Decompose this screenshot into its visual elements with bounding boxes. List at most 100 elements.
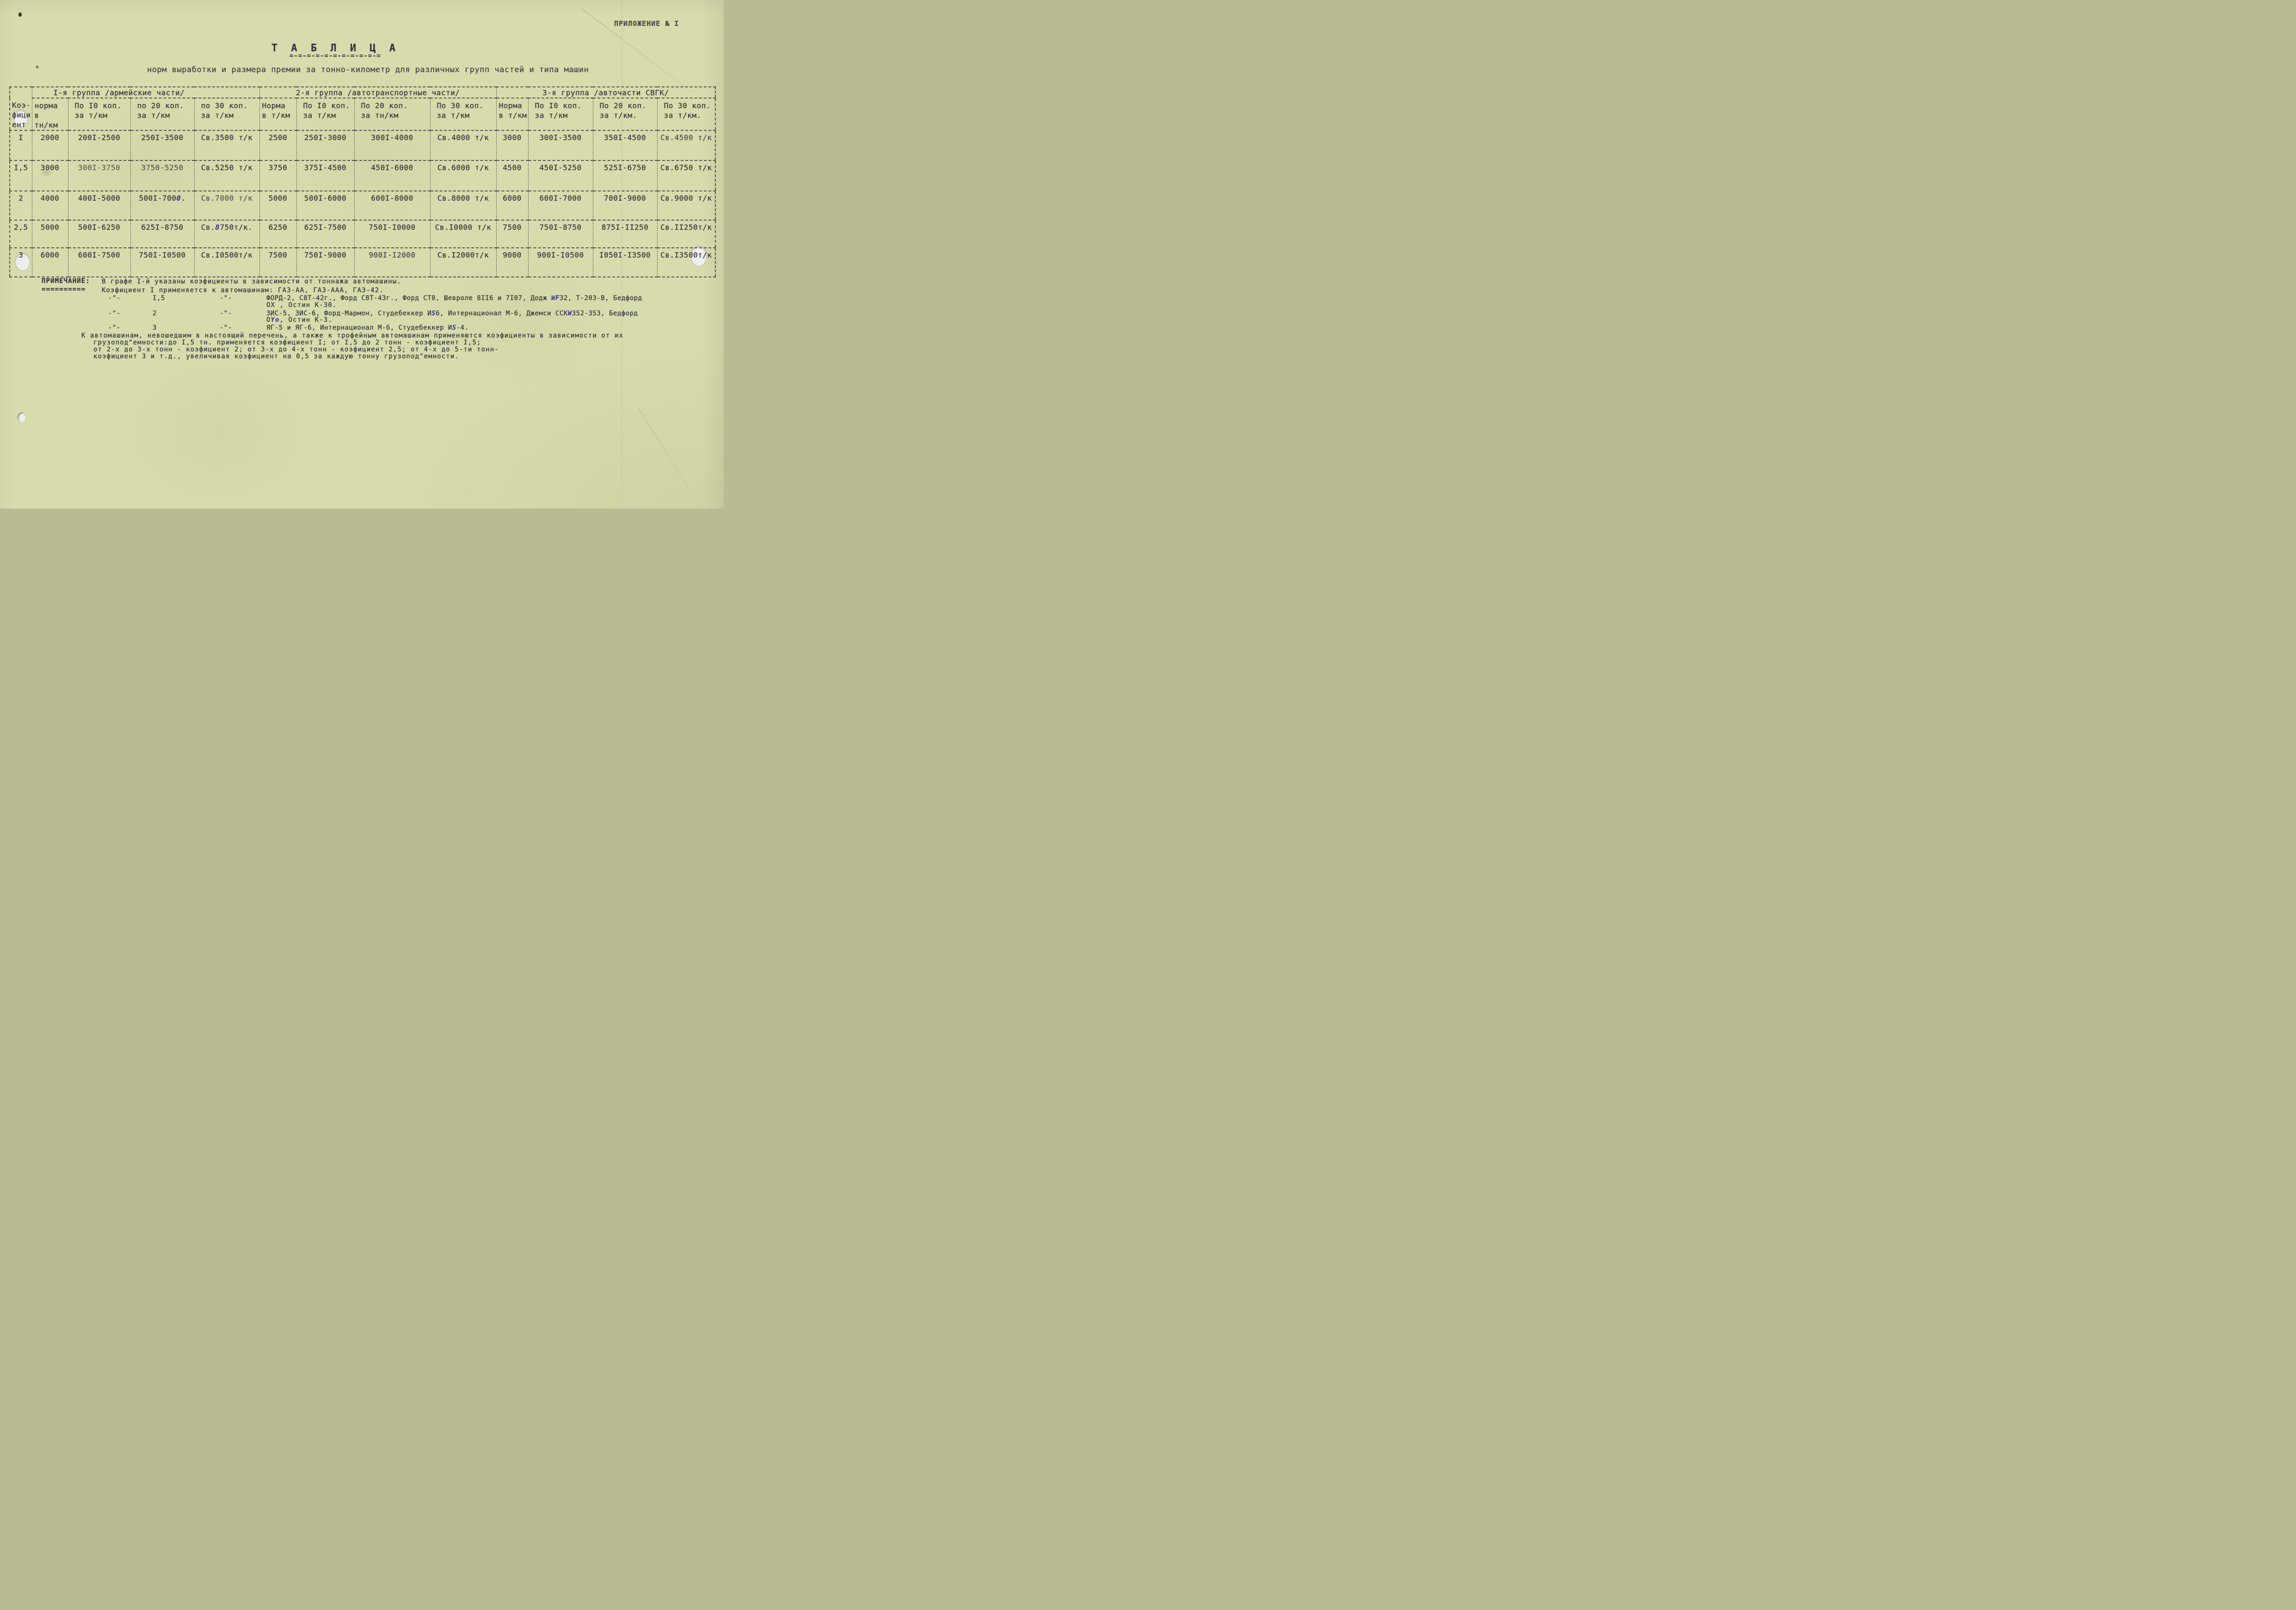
table-cell: 625I-7500 xyxy=(296,220,355,249)
table-cell: 600I-7000 xyxy=(528,191,593,221)
table-cell: Св.4000 т/к xyxy=(430,130,497,161)
table-cell: 2,5 xyxy=(10,220,32,249)
table-cell: 2 xyxy=(10,191,32,221)
table-cell: Св.I0500т/к xyxy=(194,248,260,278)
table-cell: Св.I2000т/к xyxy=(430,248,497,278)
note-line: Коэфициент I применяется к автомашинам: … xyxy=(102,287,384,294)
column-header: Норма в т/км xyxy=(496,98,529,131)
ditto-mark: -"- xyxy=(220,295,232,302)
column-header: По I0 коп. за т/км xyxy=(68,98,131,131)
table-cell: 750I-I0500 xyxy=(130,248,195,278)
table-row: I,5 3000 300I-3750 3750-5250 Св.5250 т/к 3750… xyxy=(10,160,716,192)
table-cell: Св.I0000 т/к xyxy=(430,220,497,249)
table-cell: 750I-I0000 xyxy=(354,220,431,249)
coeff-value: I,5 xyxy=(153,295,165,302)
table-cell: Св.II250т/к xyxy=(657,220,716,249)
ditto-mark: -"- xyxy=(220,310,232,317)
table-cell: I050I-I3500 xyxy=(593,248,658,278)
table-cell: 200I-2500 xyxy=(68,130,131,161)
table-cell: 525I-6750 xyxy=(593,160,658,192)
table-cell: 350I-4500 xyxy=(593,130,658,161)
vehicle-list-wrap: ОХ , Остин К-30. xyxy=(266,301,337,309)
handwritten-correction: Yо xyxy=(271,316,280,324)
table-cell: 6000 xyxy=(32,248,68,278)
table-cell: Св.6000 т/к xyxy=(430,160,497,192)
table-cell: 4000 xyxy=(32,191,68,221)
title-underline: =-=-=-=-=-=-=-=-=-=-= xyxy=(289,52,381,60)
notes-label: ПРИМЕЧАНИЕ: xyxy=(42,277,90,285)
appendix-label: ПРИЛОЖЕНИЕ № I xyxy=(614,19,679,28)
norms-table: Коэ- фици- ент I-я группа /армейские час… xyxy=(9,86,716,278)
table-cell: 900I-I2000 xyxy=(354,248,431,278)
group-header-3: 3-я группа /авточасти СВГК/ xyxy=(496,87,716,98)
notes-paragraph-line: К автомашинам, невошедшим в настоящий пе… xyxy=(81,332,624,339)
ditto-mark: -"- xyxy=(108,295,121,302)
handwritten-correction: 0 xyxy=(176,194,181,203)
table-cell: Св.7000 т/к xyxy=(194,191,260,221)
table-cell: Св.4500 т/к xyxy=(657,130,716,161)
table-cell: Св.5250 т/к xyxy=(194,160,260,192)
handwritten-correction: WF xyxy=(551,295,560,302)
column-header: По 30 коп. за т/км. xyxy=(657,98,716,131)
table-cell: 7500 xyxy=(496,220,529,249)
table-cell: 5000 xyxy=(259,191,297,221)
column-header: Норма в т/км xyxy=(259,98,297,131)
table-cell: Св.6750 т/к xyxy=(657,160,716,192)
table-cell: 3 xyxy=(10,248,32,278)
table-row: 2 4000 400I-5000 500I-7000. Св.7000 т/к 5000 5… xyxy=(10,191,716,221)
column-header: по 20 коп. за т/км xyxy=(130,98,195,131)
table-cell: 300I-3500 xyxy=(528,130,593,161)
column-header: норма в тн/км xyxy=(32,98,68,131)
table-cell: 300I-4000 xyxy=(354,130,431,161)
table-row: 3 6000 600I-7500 750I-I0500 Св.I0500т/к 7500 7… xyxy=(10,248,716,278)
table-cell: 700I-9000 xyxy=(593,191,658,221)
table-cell: 6000 xyxy=(496,191,529,221)
table-cell: 750I-8750 xyxy=(528,220,593,249)
handwritten-correction: 8 xyxy=(215,223,220,232)
table-cell: 4500 xyxy=(496,160,529,192)
column-header: По 20 коп. за тн/км xyxy=(354,98,431,131)
handwritten-correction: S xyxy=(452,324,456,332)
notes-paragraph-line: коэфициент 3 и т.д., увеличивая коэфицие… xyxy=(93,353,459,360)
table-cell: 450I-5250 xyxy=(528,160,593,192)
table-cell: Св.I3500т/к xyxy=(657,248,716,278)
table-cell: Св.8000 т/к xyxy=(430,191,497,221)
table-cell: Св.9000 т/к xyxy=(657,191,716,221)
table-cell: 500I-6000 xyxy=(296,191,355,221)
punch-hole xyxy=(18,412,25,422)
table-cell: 600I-7500 xyxy=(68,248,131,278)
table-cell: 500I-7000. xyxy=(130,191,195,221)
ditto-mark: -"- xyxy=(108,310,121,317)
ink-speck xyxy=(18,12,22,17)
table-cell: 3750-5250 xyxy=(130,160,195,192)
group-header-1: I-я группа /армейские части/ xyxy=(32,87,260,98)
table-cell: Св.3500 т/к xyxy=(194,130,260,161)
notes-label-underline: ========== xyxy=(42,286,86,293)
ditto-mark: -"- xyxy=(108,324,121,332)
group-header-2: 2-я группа /автотранспортные части/ xyxy=(259,87,497,98)
table-cell: 500I-6250 xyxy=(68,220,131,249)
table-cell: 3000 xyxy=(496,130,529,161)
column-header: По 30 коп. за т/км xyxy=(430,98,497,131)
vehicle-list-wrap: ОYо, Остин К-3. xyxy=(266,316,332,324)
handwritten-correction: W xyxy=(567,310,572,317)
table-cell: I xyxy=(10,130,32,161)
coeff-value: 3 xyxy=(153,324,157,332)
vehicle-list: ЗИС-5, ЗИС-6, Форд-Мармон, Студебеккер И… xyxy=(266,310,638,317)
column-header: По I0 коп. за т/км xyxy=(528,98,593,131)
table-cell: 2500 xyxy=(259,130,297,161)
ink-speck xyxy=(36,66,38,68)
page-title: Т А Б Л И Ц А xyxy=(271,43,400,54)
note-line: В графе I-й указаны коэфициенты в зависи… xyxy=(102,278,401,285)
ditto-mark: -"- xyxy=(220,324,232,332)
table-cell: 875I-II250 xyxy=(593,220,658,249)
table-row: 2,5 5000 500I-6250 625I-8750 Св.8750т/к. 6250… xyxy=(10,220,716,249)
table-cell: 2000 xyxy=(32,130,68,161)
corner-header: Коэ- фици- ент xyxy=(10,87,32,131)
table-cell: 625I-8750 xyxy=(130,220,195,249)
notes-paragraph-line: от 2-х до 3-х тонн - коэфициент 2; от 3-… xyxy=(93,346,499,353)
vehicle-list: ФОРД-2, С8Т-42г., Форд С8Т-43г., Форд СТ… xyxy=(266,295,642,302)
column-header: по 30 коп. за т/км xyxy=(194,98,260,131)
table-cell: 250I-3000 xyxy=(296,130,355,161)
table-cell: I,5 xyxy=(10,160,32,192)
